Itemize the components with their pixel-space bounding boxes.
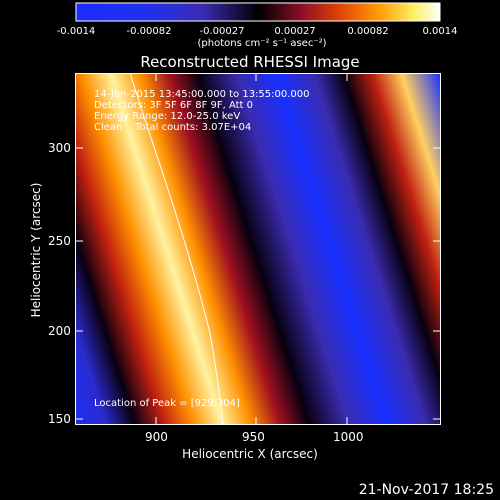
x-axis-label: Heliocentric X (arcsec): [182, 447, 318, 461]
footer-timestamp: 21-Nov-2017 18:25: [358, 482, 494, 498]
colorbar-tick: 0.00027: [274, 26, 316, 37]
colorbar-unit-label: (photons cm⁻² s⁻¹ asec⁻²): [197, 38, 327, 49]
y-axis-label: Heliocentric Y (arcsec): [29, 182, 43, 318]
annotation-energy: Energy Range: 12.0-25.0 keV: [94, 111, 241, 122]
rhessi-image: [75, 73, 441, 425]
x-tick-label: 1000: [333, 430, 364, 444]
y-tick-label: 300: [48, 141, 71, 155]
x-tick-label: 900: [145, 430, 168, 444]
annotation-peak: Location of Peak = [929,304]: [94, 398, 240, 409]
colorbar-tick: 0.00082: [347, 26, 389, 37]
annotation-time: 14-Jun-2015 13:45:00.000 to 13:55:00.000: [94, 89, 310, 100]
x-tick-label: 950: [242, 430, 265, 444]
colorbar-tick: -0.00027: [199, 26, 245, 37]
y-tick-label: 250: [48, 234, 71, 248]
y-tick-label: 150: [48, 412, 71, 426]
annotation-clean: Clean Total counts: 3.07E+04: [94, 122, 252, 133]
colorbar-tick: 0.0014: [422, 26, 458, 37]
colorbar: [75, 2, 441, 22]
colorbar-tick: -0.0014: [56, 26, 96, 37]
annotation-detectors: Detectors: 3F 5F 6F 8F 9F, Att 0: [94, 100, 254, 111]
plot-title: Reconstructed RHESSI Image: [140, 53, 360, 71]
colorbar-tick: -0.00082: [126, 26, 172, 37]
y-tick-label: 200: [48, 324, 71, 338]
